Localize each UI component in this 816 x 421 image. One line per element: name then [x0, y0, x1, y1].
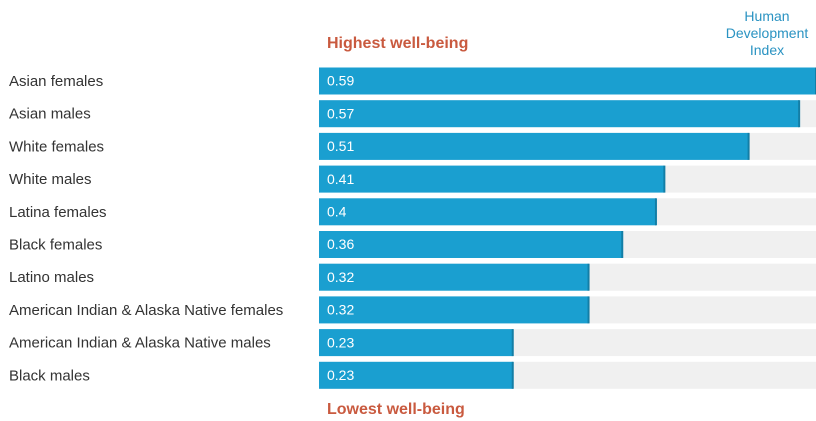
category-label: Black females: [9, 236, 102, 253]
value-label: 0.57: [327, 105, 354, 121]
value-label: 0.59: [327, 73, 354, 89]
value-label: 0.23: [327, 367, 354, 383]
value-label: 0.41: [327, 171, 354, 187]
value-label: 0.51: [327, 138, 354, 154]
value-label: 0.4: [327, 204, 347, 220]
bar: [319, 165, 665, 193]
category-label: Latina females: [9, 204, 107, 221]
value-label: 0.23: [327, 334, 354, 350]
bar: [319, 67, 816, 95]
category-label: American Indian & Alaska Native females: [9, 302, 283, 319]
value-label: 0.32: [327, 269, 354, 285]
top-annotation: Highest well-being: [327, 35, 468, 52]
category-label: Black males: [9, 367, 90, 384]
bar: [319, 296, 589, 324]
category-label: American Indian & Alaska Native males: [9, 335, 271, 352]
bar: [319, 231, 623, 258]
value-label: 0.32: [327, 302, 354, 318]
bar: [319, 198, 656, 226]
bar: [319, 361, 513, 389]
category-label: White males: [9, 171, 92, 188]
value-axis-label: Human Development Index: [725, 8, 809, 58]
bar: [319, 100, 800, 128]
category-label: Asian males: [9, 106, 91, 123]
category-label: White females: [9, 138, 104, 155]
bar: [319, 132, 749, 160]
value-label: 0.36: [327, 236, 354, 252]
category-label: Latino males: [9, 269, 94, 286]
bar: [319, 329, 513, 357]
bottom-annotation: Lowest well-being: [327, 401, 465, 418]
bar: [319, 263, 589, 291]
category-label: Asian females: [9, 73, 103, 90]
